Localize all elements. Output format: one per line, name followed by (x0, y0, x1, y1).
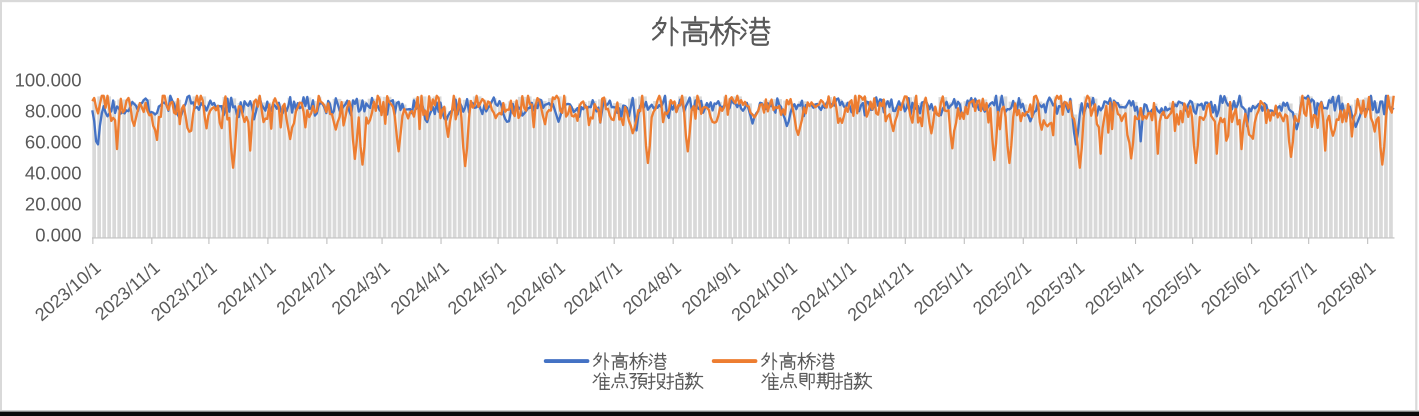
svg-text:40.000: 40.000 (25, 163, 82, 184)
svg-text:60.000: 60.000 (25, 132, 82, 153)
svg-text:20.000: 20.000 (25, 194, 82, 215)
svg-text:100.000: 100.000 (15, 70, 82, 91)
svg-text:0.000: 0.000 (35, 225, 81, 246)
svg-text:80.000: 80.000 (25, 101, 82, 122)
